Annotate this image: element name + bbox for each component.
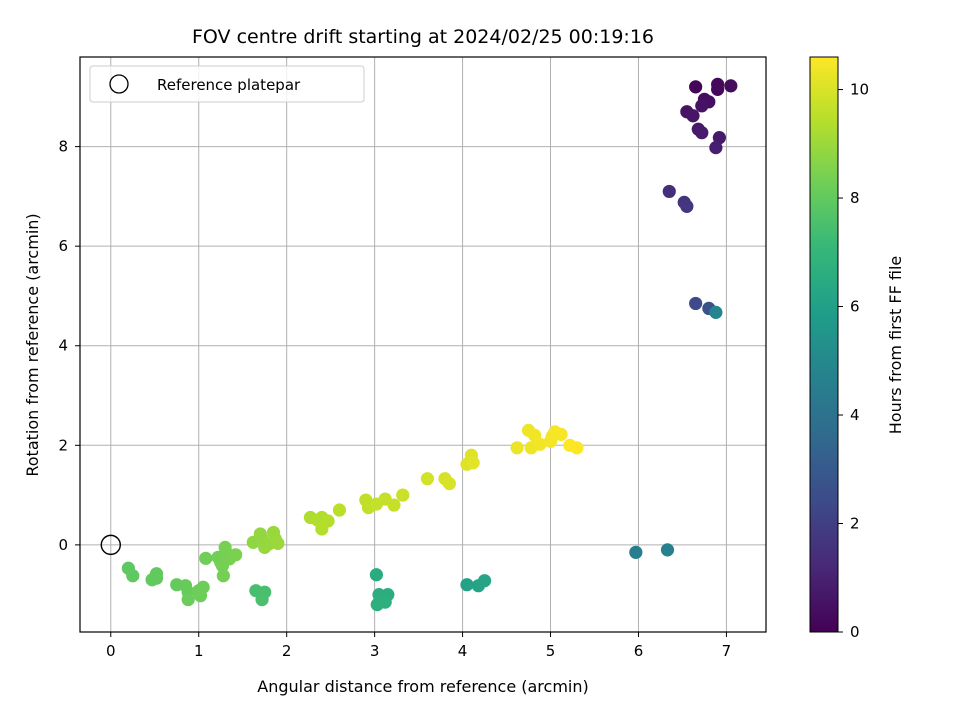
- data-point: [442, 477, 456, 491]
- legend-reference-marker: [109, 74, 129, 94]
- legend-reference-label: Reference platepar: [157, 76, 301, 94]
- colorbar-tick-label: 4: [850, 406, 860, 424]
- colorbar-tick-label: 10: [850, 81, 869, 99]
- data-point: [709, 305, 723, 319]
- data-point: [662, 184, 676, 199]
- data-point: [709, 141, 723, 155]
- legend: Reference platepar: [89, 65, 365, 103]
- x-tick-label: 2: [282, 642, 292, 660]
- colorbar-tick-label: 0: [850, 623, 860, 641]
- plot-frame: [79, 56, 767, 633]
- colorbar: 0 2 4 6 8 10 Hours from first FF file: [809, 56, 905, 641]
- data-point: [510, 441, 524, 455]
- y-axis-label: Rotation from reference (arcmin): [23, 213, 42, 476]
- data-point: [712, 131, 726, 145]
- x-tick-label: 6: [634, 642, 644, 660]
- legend-box: [89, 65, 365, 103]
- data-point: [689, 80, 703, 94]
- data-point: [321, 514, 335, 528]
- data-point: [369, 568, 383, 582]
- data-point: [396, 488, 410, 502]
- data-point: [126, 569, 140, 583]
- data-point: [689, 296, 703, 311]
- data-point: [629, 545, 643, 559]
- data-point: [680, 199, 694, 213]
- data-point: [570, 441, 584, 455]
- data-point: [420, 472, 434, 486]
- colorbar-tick-label: 2: [850, 515, 860, 533]
- x-tick-label: 0: [106, 642, 116, 660]
- y-axis-ticks: 0 2 4 6 8: [58, 138, 80, 554]
- grid-lines: [80, 57, 766, 632]
- data-point: [724, 79, 738, 93]
- y-tick-label: 8: [58, 138, 68, 156]
- x-tick-label: 3: [370, 642, 380, 660]
- data-point: [695, 99, 709, 113]
- x-tick-label: 1: [194, 642, 204, 660]
- data-point: [466, 456, 480, 470]
- data-point: [370, 598, 384, 612]
- data-point: [711, 82, 725, 96]
- y-tick-label: 4: [58, 337, 68, 355]
- data-point: [216, 569, 230, 583]
- y-tick-label: 2: [58, 436, 68, 454]
- x-tick-label: 7: [722, 642, 732, 660]
- data-points: [100, 77, 738, 612]
- colorbar-gradient: [809, 56, 839, 633]
- y-tick-label: 6: [58, 237, 68, 255]
- x-axis-ticks: 0 1 2 3 4 5 6 7: [106, 632, 731, 660]
- colorbar-tick-label: 6: [850, 298, 860, 316]
- colorbar-label: Hours from first FF file: [886, 256, 905, 435]
- data-point: [332, 503, 347, 517]
- x-tick-label: 5: [546, 642, 556, 660]
- x-axis-label: Angular distance from reference (arcmin): [257, 677, 588, 696]
- data-point: [149, 567, 164, 581]
- data-point: [460, 578, 474, 592]
- data-point: [533, 437, 547, 451]
- data-point: [255, 593, 269, 607]
- colorbar-ticks: 0 2 4 6 8 10: [838, 81, 869, 641]
- data-point: [387, 498, 401, 512]
- data-point: [181, 593, 195, 607]
- data-point: [695, 126, 709, 140]
- y-tick-label: 0: [58, 536, 68, 554]
- data-point: [554, 427, 568, 441]
- data-point: [199, 551, 213, 565]
- data-point: [477, 574, 492, 588]
- data-point: [229, 548, 243, 562]
- data-point: [686, 109, 700, 123]
- colorbar-tick-label: 8: [850, 189, 860, 207]
- x-tick-label: 4: [458, 642, 468, 660]
- reference-platepar-marker: [100, 534, 121, 556]
- chart-title: FOV centre drift starting at 2024/02/25 …: [192, 26, 654, 48]
- data-point: [660, 543, 675, 557]
- data-point: [271, 536, 285, 550]
- data-point: [196, 580, 210, 594]
